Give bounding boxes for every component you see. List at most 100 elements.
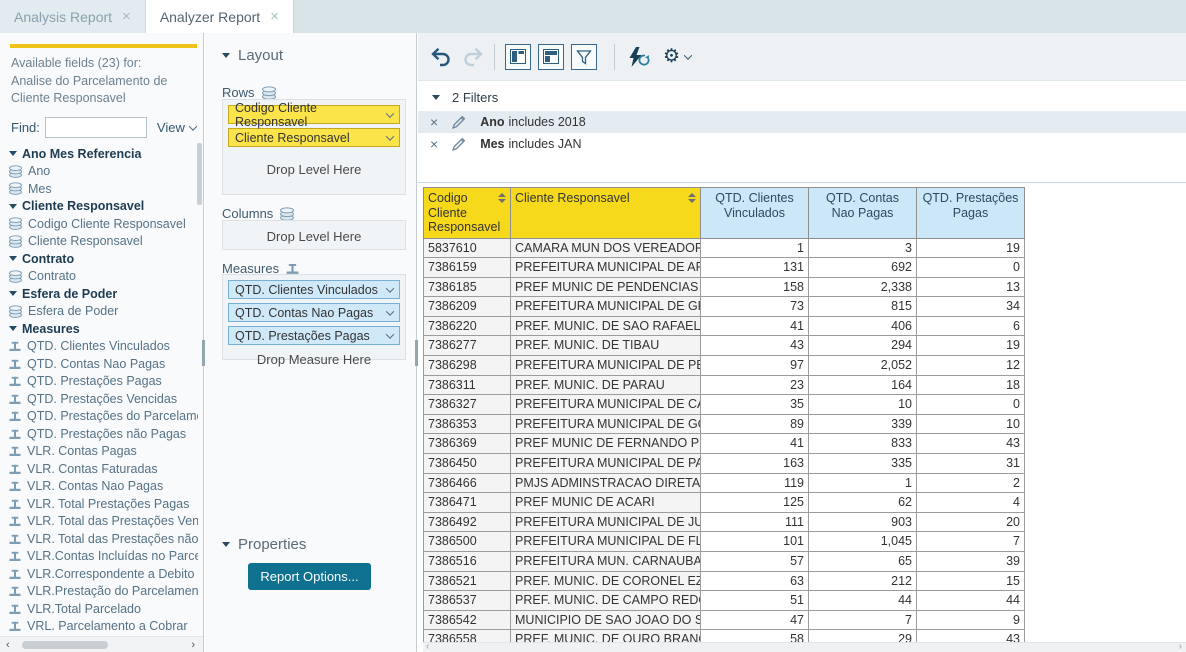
chevron-down-icon[interactable] (385, 283, 395, 293)
field-item[interactable]: QTD. Prestações não Pagas (8, 425, 198, 443)
field-item[interactable]: QTD. Prestações Vencidas (8, 390, 198, 408)
cell-qtd-clientes-vinculados[interactable]: 158 (700, 276, 809, 298)
cell-qtd-prestacoes-pagas[interactable]: 44 (916, 590, 1025, 611)
cell-codigo[interactable]: 7386159 (423, 257, 511, 278)
scroll-left-arrow[interactable]: ‹ (6, 639, 10, 651)
cell-codigo[interactable]: 7386471 (423, 492, 511, 513)
field-item[interactable]: QTD. Prestações do Parcelame (8, 408, 198, 426)
report-options-button[interactable]: Report Options... (248, 563, 371, 590)
measure-chip[interactable]: QTD. Prestações Pagas (228, 326, 400, 345)
table-row[interactable]: 7386209 PREFEITURA MUNICIPAL DE GROSSOS … (423, 296, 1025, 317)
filter-row[interactable]: × Ano includes 2018 (418, 111, 1186, 133)
field-item[interactable]: VLR.Correspondente a Debito a (8, 565, 198, 583)
scroll-right-arrow[interactable]: › (191, 639, 195, 651)
cell-codigo[interactable]: 7386220 (423, 315, 511, 337)
cell-qtd-clientes-vinculados[interactable]: 41 (700, 433, 809, 455)
cell-codigo[interactable]: 7386542 (423, 609, 511, 631)
cell-cliente[interactable]: PREFEITURA MUNICIPAL DE GROSSOS (510, 296, 701, 317)
cell-qtd-prestacoes-pagas[interactable]: 6 (916, 315, 1025, 337)
cell-qtd-contas-nao-pagas[interactable]: 833 (808, 433, 917, 455)
toggle-layout-panel-button[interactable] (538, 43, 564, 70)
cell-qtd-prestacoes-pagas[interactable]: 15 (916, 570, 1025, 592)
remove-filter-icon[interactable]: × (430, 136, 439, 152)
cell-qtd-prestacoes-pagas[interactable]: 0 (916, 394, 1025, 415)
cell-codigo[interactable]: 7386466 (423, 472, 511, 494)
cell-cliente[interactable]: PREFEITURA MUNICIPAL DE FLORANI (510, 531, 701, 552)
cell-codigo[interactable]: 7386369 (423, 433, 511, 455)
cell-qtd-contas-nao-pagas[interactable]: 339 (808, 413, 917, 435)
chevron-down-icon[interactable] (385, 329, 395, 339)
field-item[interactable]: Codigo Cliente Responsavel (8, 215, 198, 233)
cell-qtd-clientes-vinculados[interactable]: 47 (700, 609, 809, 631)
view-dropdown[interactable]: View (157, 120, 198, 135)
cell-cliente[interactable]: PREFEITURA MUNICIPAL DE PARELHA (510, 453, 701, 474)
cell-codigo[interactable]: 7386521 (423, 570, 511, 592)
cell-qtd-prestacoes-pagas[interactable]: 31 (916, 453, 1025, 474)
cell-qtd-prestacoes-pagas[interactable]: 13 (916, 276, 1025, 298)
cell-qtd-contas-nao-pagas[interactable]: 2,052 (808, 355, 917, 376)
cell-cliente[interactable]: PREFEITURA MUNICIPAL DE JUCURUT (510, 511, 701, 533)
measures-dropzone[interactable]: QTD. Clientes Vinculados QTD. Contas Nao… (222, 274, 406, 367)
edit-filter-icon[interactable] (452, 115, 466, 129)
table-row[interactable]: 7386466 PMJS ADMINSTRACAO DIRETA MUNIC 1… (423, 472, 1025, 494)
cell-qtd-clientes-vinculados[interactable]: 131 (700, 257, 809, 278)
cell-qtd-contas-nao-pagas[interactable]: 212 (808, 570, 917, 592)
table-row[interactable]: 7386521 PREF. MUNIC. DE CORONEL EZEQUIE … (423, 570, 1025, 592)
column-header-cliente[interactable]: Cliente Responsavel (510, 187, 701, 239)
table-row[interactable]: 7386542 MUNICIPIO DE SAO JOAO DO SABUG 4… (423, 609, 1025, 631)
cell-codigo[interactable]: 7386327 (423, 394, 511, 415)
filters-header[interactable]: 2 Filters (418, 81, 1186, 111)
cell-qtd-clientes-vinculados[interactable]: 1 (700, 237, 809, 259)
scroll-right-arrow[interactable]: › (1178, 641, 1182, 652)
table-row[interactable]: 7386220 PREF. MUNIC. DE SAO RAFAEL 41 40… (423, 315, 1025, 337)
field-item[interactable]: VLR.Contas Incluídas no Parcel. (8, 548, 198, 566)
field-item[interactable]: Measures (8, 320, 198, 338)
cell-qtd-prestacoes-pagas[interactable]: 10 (916, 413, 1025, 435)
cell-cliente[interactable]: PREFEITURA MUNICIPAL DE AREIA BR (510, 257, 701, 278)
field-item[interactable]: Ano Mes Referencia (8, 145, 198, 163)
cell-qtd-prestacoes-pagas[interactable]: 19 (916, 237, 1025, 259)
field-item[interactable]: VLR. Total Prestações Pagas (8, 495, 198, 513)
table-row[interactable]: 7386537 PREF. MUNIC. DE CAMPO REDONDO 51… (423, 590, 1025, 611)
cell-codigo[interactable]: 7386209 (423, 296, 511, 317)
cell-qtd-clientes-vinculados[interactable]: 89 (700, 413, 809, 435)
cell-codigo[interactable]: 7386353 (423, 413, 511, 435)
cell-qtd-contas-nao-pagas[interactable]: 44 (808, 590, 917, 611)
table-row[interactable]: 7386185 PREF MUNIC DE PENDENCIAS 158 2,3… (423, 276, 1025, 298)
table-row[interactable]: 5837610 CAMARA MUN DOS VEREADORES 1 3 19 (423, 237, 1025, 259)
level-chip[interactable]: Codigo Cliente Responsavel (228, 101, 400, 129)
cell-codigo[interactable]: 7386277 (423, 335, 511, 357)
cell-cliente[interactable]: PREFEITURA MUN. CARNAUBA DOS D (510, 551, 701, 572)
filter-row[interactable]: × Mes includes JAN (418, 133, 1186, 155)
field-item[interactable]: QTD. Clientes Vinculados (8, 338, 198, 356)
collapse-triangle-icon[interactable] (9, 256, 17, 262)
level-chip[interactable]: Cliente Responsavel (228, 128, 400, 147)
cell-qtd-clientes-vinculados[interactable]: 119 (700, 472, 809, 494)
edit-filter-icon[interactable] (452, 137, 466, 151)
cell-qtd-clientes-vinculados[interactable]: 125 (700, 492, 809, 513)
tab[interactable]: Analysis Report × (0, 0, 146, 33)
cell-codigo[interactable]: 5837610 (423, 237, 511, 259)
cell-qtd-contas-nao-pagas[interactable]: 815 (808, 296, 917, 317)
cell-qtd-clientes-vinculados[interactable]: 51 (700, 590, 809, 611)
cell-qtd-clientes-vinculados[interactable]: 63 (700, 570, 809, 592)
settings-button[interactable]: ⚙ (663, 47, 693, 66)
collapse-triangle-icon[interactable] (9, 326, 17, 332)
field-item[interactable]: VLR. Total das Prestações Venc (8, 513, 198, 531)
chevron-down-icon[interactable] (385, 131, 395, 141)
cell-qtd-contas-nao-pagas[interactable]: 294 (808, 335, 917, 357)
cell-cliente[interactable]: PREF. MUNIC. DE CAMPO REDONDO (510, 590, 701, 611)
table-row[interactable]: 7386277 PREF. MUNIC. DE TIBAU 43 294 19 (423, 335, 1025, 357)
cell-qtd-clientes-vinculados[interactable]: 43 (700, 335, 809, 357)
scrollbar-thumb[interactable] (22, 641, 108, 649)
field-item[interactable]: QTD. Contas Nao Pagas (8, 355, 198, 373)
sort-icon[interactable] (688, 193, 696, 203)
measure-chip[interactable]: QTD. Clientes Vinculados (228, 280, 400, 299)
table-row[interactable]: 7386516 PREFEITURA MUN. CARNAUBA DOS D 5… (423, 551, 1025, 572)
field-item[interactable]: Cliente Responsavel (8, 233, 198, 251)
table-row[interactable]: 7386450 PREFEITURA MUNICIPAL DE PARELHA … (423, 453, 1025, 474)
properties-section-header[interactable]: Properties (222, 536, 306, 553)
redo-button[interactable] (462, 47, 484, 67)
collapse-triangle-icon[interactable] (9, 291, 17, 297)
scroll-left-arrow[interactable]: ‹ (426, 641, 430, 652)
